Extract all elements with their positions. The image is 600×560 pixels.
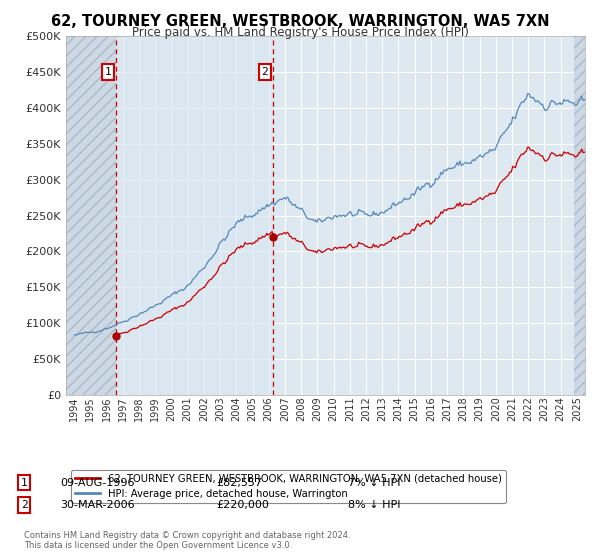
Text: 62, TOURNEY GREEN, WESTBROOK, WARRINGTON, WA5 7XN: 62, TOURNEY GREEN, WESTBROOK, WARRINGTON… [51, 14, 549, 29]
Text: 09-AUG-1996: 09-AUG-1996 [60, 478, 134, 488]
Text: 8% ↓ HPI: 8% ↓ HPI [348, 500, 401, 510]
Bar [66, 36, 116, 395]
Text: 1: 1 [20, 478, 28, 488]
Text: 7% ↓ HPI: 7% ↓ HPI [348, 478, 401, 488]
Text: Contains HM Land Registry data © Crown copyright and database right 2024.
This d: Contains HM Land Registry data © Crown c… [24, 531, 350, 550]
Bar [116, 36, 273, 395]
Text: 1: 1 [105, 67, 112, 77]
Text: 30-MAR-2006: 30-MAR-2006 [60, 500, 134, 510]
Text: 2: 2 [262, 67, 268, 77]
Text: £220,000: £220,000 [216, 500, 269, 510]
Text: 2: 2 [20, 500, 28, 510]
Legend: 62, TOURNEY GREEN, WESTBROOK, WARRINGTON, WA5 7XN (detached house), HPI: Average: 62, TOURNEY GREEN, WESTBROOK, WARRINGTON… [71, 470, 506, 503]
Text: £82,557: £82,557 [216, 478, 262, 488]
Bar [574, 36, 585, 395]
Text: Price paid vs. HM Land Registry's House Price Index (HPI): Price paid vs. HM Land Registry's House … [131, 26, 469, 39]
